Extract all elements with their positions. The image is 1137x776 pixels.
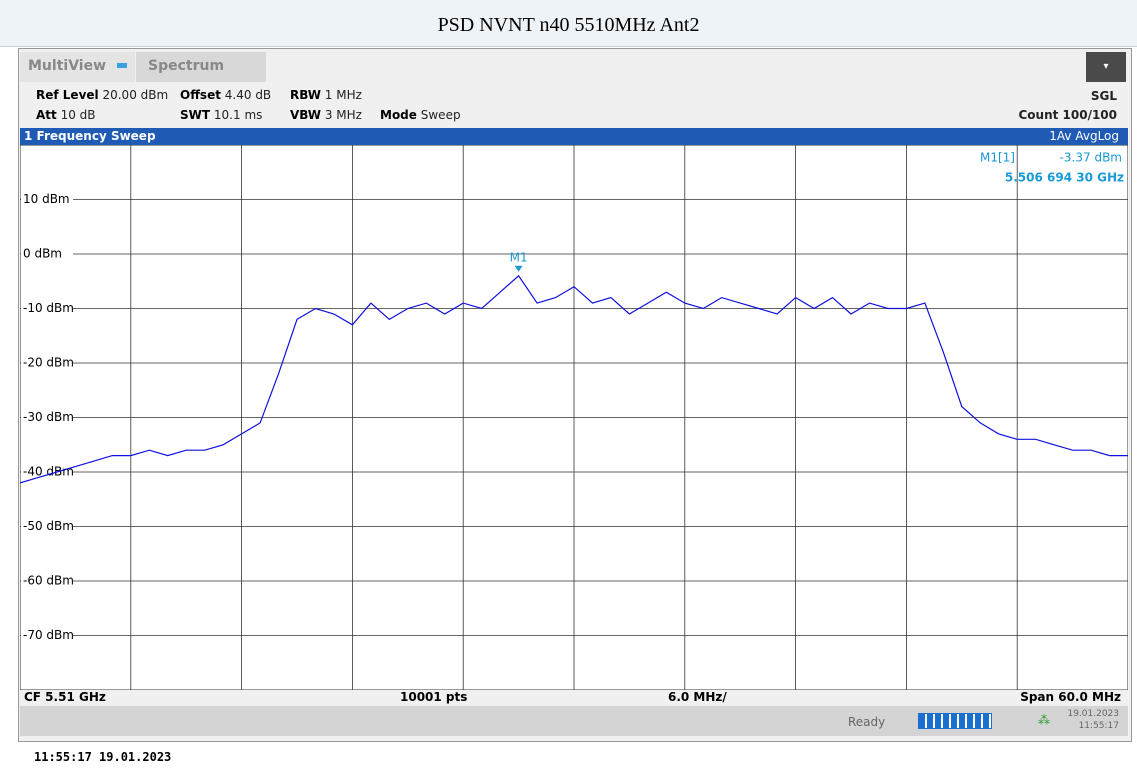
window-title: 1 Frequency Sweep: [24, 129, 156, 143]
setting: Mode Sweep: [380, 108, 461, 122]
setting-value: 20.00 dBm: [102, 88, 169, 102]
setting-value: 1 MHz: [324, 88, 362, 102]
marker-symbol: [514, 265, 523, 272]
setting-label: VBW: [290, 108, 322, 122]
setting-label: RBW: [290, 88, 321, 102]
setting: Att 10 dB: [36, 108, 96, 122]
setting-label: SWT: [180, 108, 211, 122]
tick-label-bg: [21, 409, 73, 426]
tick-label-bg: [21, 355, 73, 371]
tab[interactable]: MultiView: [28, 58, 107, 74]
title-bar: [0, 0, 1137, 47]
trace-label: 1Av AvgLog: [1049, 129, 1119, 143]
setting: Ref Level 20.00 dBm: [36, 88, 168, 102]
tick-label-bg: [21, 300, 73, 317]
center-frequency: CF 5.51 GHz: [24, 690, 106, 704]
tick-label-bg: [21, 627, 73, 644]
status-date: 19.01.2023: [1067, 709, 1119, 719]
dropdown-button[interactable]: ▾: [1086, 52, 1126, 82]
tick-label-bg: [21, 518, 73, 535]
y-tick-label: -40 dBm: [23, 465, 74, 479]
points: 10001 pts: [400, 690, 468, 704]
setting-value: Sweep: [420, 108, 461, 122]
y-tick-label: -10 dBm: [23, 301, 74, 315]
status-state: Ready: [848, 715, 886, 729]
tab-bg: [136, 52, 266, 82]
tick-label-bg: [21, 191, 73, 208]
y-tick-label: -30 dBm: [23, 410, 74, 424]
setting: RBW 1 MHz: [290, 88, 362, 102]
tick-label-bg: [21, 464, 73, 480]
setting-label: Mode: [380, 108, 417, 122]
setting: VBW 3 MHz: [290, 108, 362, 122]
title: PSD NVNT n40 5510MHz Ant2: [437, 14, 700, 36]
marker-name: M1[1]: [980, 151, 1015, 165]
division: 6.0 MHz/: [668, 690, 727, 704]
setting-value: 4.40 dB: [224, 88, 272, 102]
y-tick-label: -50 dBm: [23, 519, 74, 533]
window-header: [20, 128, 1128, 145]
tab[interactable]: Spectrum: [148, 58, 225, 74]
tick-label-bg: [21, 246, 73, 262]
setting-label: Ref Level: [36, 88, 99, 102]
setting-label: Att: [36, 108, 57, 122]
y-tick-label: -20 dBm: [23, 356, 74, 370]
setting-value: 3 MHz: [324, 108, 362, 122]
y-tick-label: 10 dBm: [23, 192, 70, 206]
setting-value: 10 dB: [60, 108, 96, 122]
y-tick-label: 0 dBm: [23, 247, 62, 261]
sweep-mode: SGL: [1090, 89, 1117, 103]
marker-label: M1: [510, 250, 528, 264]
setting-label: Offset: [180, 88, 221, 102]
tab-bg: [20, 52, 135, 82]
network-icon: ⁂: [1038, 713, 1050, 727]
trace: [20, 274, 1128, 484]
span: Span 60.0 MHz: [1020, 690, 1121, 704]
setting: Offset 4.40 dB: [180, 88, 271, 102]
marker-frequency: 5.506 694 30 GHz: [1005, 171, 1124, 185]
timestamp: 11:55:17 19.01.2023: [34, 750, 172, 764]
setting: SWT 10.1 ms: [180, 108, 262, 122]
plot: 10 dBm 0 dBm -10 dBm -20 dBm -30 dBm -40 dBm -…: [20, 145, 1128, 690]
y-tick-label: -70 dBm: [23, 628, 74, 642]
setting-value: 10.1 ms: [213, 108, 263, 122]
count: Count 100/100: [1018, 108, 1117, 122]
y-tick-label: -60 dBm: [23, 574, 74, 588]
tick-label-bg: [21, 573, 73, 589]
marker-level: -3.37 dBm: [1060, 151, 1122, 165]
progress-bar: [918, 713, 992, 729]
status-time: 11:55:17: [1078, 721, 1119, 731]
tab-icon: [117, 63, 127, 68]
